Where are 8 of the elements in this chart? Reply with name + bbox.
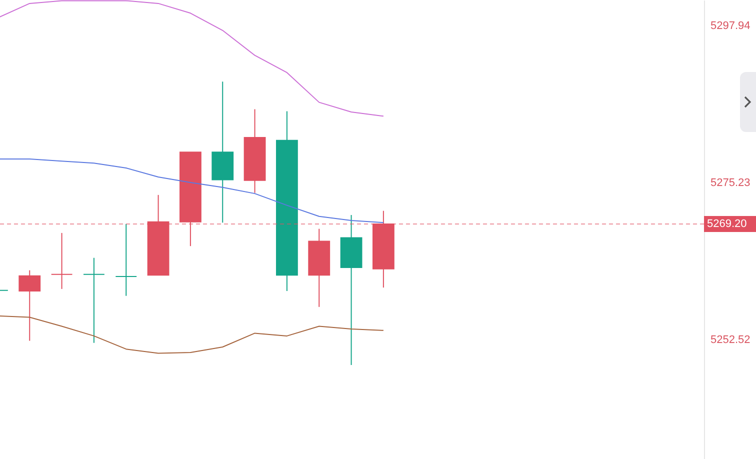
y-tick-label: 5297.94 [710,20,750,32]
y-tick-label: 5252.52 [710,334,750,346]
candlestick [115,223,138,296]
candlestick [83,257,105,344]
y-tick-label: 5275.23 [710,176,750,189]
candlestick [50,232,73,290]
candlestick [18,270,41,342]
ref-line-label: 5269.20 [707,218,747,230]
